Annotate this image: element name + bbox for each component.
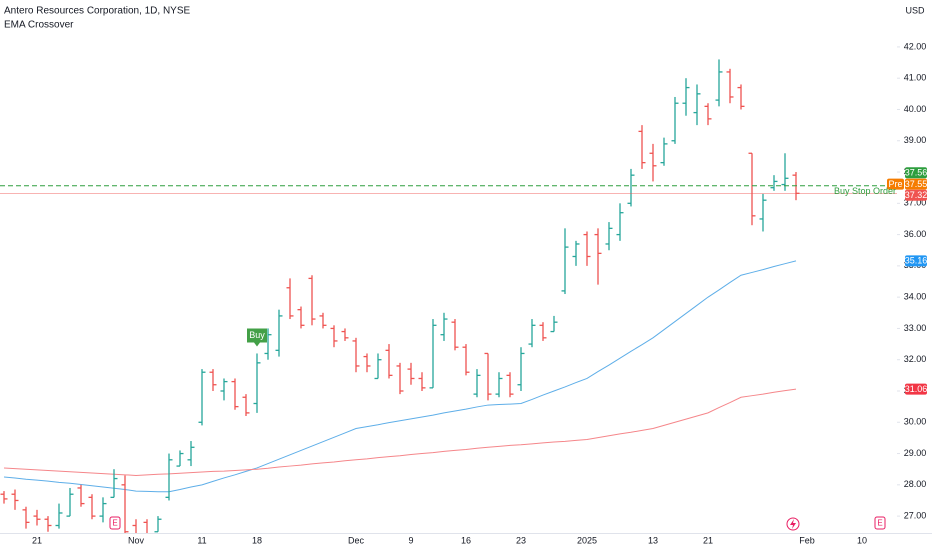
- pre-market-tag: Pre: [888, 179, 902, 189]
- stop-order-price-box: [905, 167, 927, 179]
- y-tick-label: 34.00: [904, 292, 927, 302]
- buy-signal-box: [247, 328, 267, 347]
- dividend-icon: [786, 517, 800, 531]
- y-tick-label: 37.00: [904, 198, 927, 208]
- x-tick-label: 21: [32, 535, 42, 545]
- ema-last-value: 35.16: [905, 256, 928, 266]
- earnings-marker: [874, 516, 886, 530]
- x-tick-label: Dec: [348, 535, 365, 545]
- x-tick-label: Nov: [128, 535, 145, 545]
- earnings-label: E: [112, 519, 117, 528]
- indicator-name: EMA Crossover: [4, 20, 74, 31]
- x-tick-label: 21: [703, 535, 713, 545]
- x-tick-label: 2025: [577, 535, 597, 545]
- y-tick-label: 41.00: [904, 73, 927, 83]
- x-tick-label: 10: [857, 535, 867, 545]
- y-tick-label: 36.00: [904, 229, 927, 239]
- y-tick-label: 27.00: [904, 510, 927, 520]
- stop-order-label: Buy Stop Order: [834, 186, 896, 196]
- y-tick-label: 39.00: [904, 135, 927, 145]
- buy-signal-label: Buy: [249, 330, 265, 340]
- ema-last-value-box: [905, 255, 927, 267]
- y-tick-label: 29.00: [904, 448, 927, 458]
- y-tick-label: 30.00: [904, 417, 927, 427]
- x-tick-label: 9: [408, 535, 413, 545]
- y-tick-label: 28.00: [904, 479, 927, 489]
- currency: USD: [905, 5, 925, 15]
- ema-last-value: 31.06: [905, 384, 928, 394]
- pre-market-price: 37.55: [905, 179, 928, 189]
- last-price: 37.32: [905, 190, 928, 200]
- x-tick-label: 16: [461, 535, 471, 545]
- earnings-label: E: [877, 519, 882, 528]
- pre-market-price-box: [905, 178, 927, 190]
- x-tick-label: 13: [648, 535, 658, 545]
- x-tick-label: 23: [516, 535, 526, 545]
- plot-area: [0, 59, 800, 533]
- last-price-box: [905, 189, 927, 201]
- x-tick-label: 11: [197, 535, 206, 545]
- y-tick-label: 40.00: [904, 104, 927, 114]
- earnings-marker: [109, 516, 121, 530]
- x-tick-label: 18: [252, 535, 262, 545]
- y-tick-label: 33.00: [904, 323, 927, 333]
- ema-last-value-box: [905, 383, 927, 395]
- x-tick-label: Feb: [799, 535, 815, 545]
- stop-order-price: 37.56: [905, 168, 928, 178]
- ema-line: [3, 260, 797, 493]
- y-tick-label: 42.00: [904, 41, 927, 51]
- pre-market-tag-box: [887, 178, 904, 190]
- ema-line: [3, 388, 797, 476]
- chart-title: Antero Resources Corporation, 1D, NYSE: [4, 6, 191, 17]
- y-tick-label: 32.00: [904, 354, 927, 364]
